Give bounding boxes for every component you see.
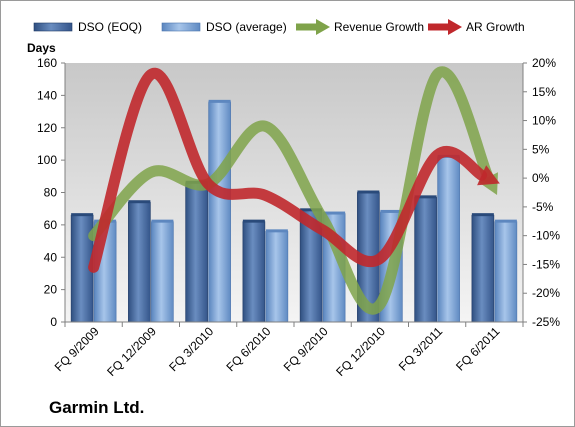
bar-dso-eoq	[242, 221, 266, 323]
y-tick-label: 20	[44, 283, 58, 297]
legend-label: Revenue Growth	[334, 20, 424, 34]
x-tick-label: FQ 6/2011	[453, 324, 503, 374]
legend-arrow	[448, 19, 462, 35]
x-tick-label: FQ 6/2010	[224, 324, 274, 374]
bar-top	[242, 219, 265, 223]
x-tick-label: FQ 3/2011	[396, 324, 446, 374]
legend-label: AR Growth	[466, 20, 525, 34]
bar-dso-average	[208, 101, 231, 323]
line-ar-growth	[88, 67, 488, 273]
y2-tick-label: 15%	[532, 85, 556, 99]
lines	[88, 66, 500, 315]
legend-arrow	[316, 19, 330, 35]
y2-tick-label: 20%	[532, 56, 556, 70]
y2-tick-label: -15%	[532, 257, 560, 271]
bar-top	[151, 219, 174, 223]
arrowhead-ar-growth	[477, 165, 500, 186]
bar-dso-eoq	[128, 201, 151, 323]
y2-tick-label: 10%	[532, 114, 556, 128]
y-tick-label: 100	[37, 153, 57, 167]
bar-dso-average	[151, 221, 174, 323]
bar-dso-average	[494, 221, 518, 323]
x-tick-label: FQ 12/2010	[333, 324, 388, 379]
y2-tick-label: -10%	[532, 229, 560, 243]
y-tick-label: 0	[50, 315, 57, 329]
bar-dso-average	[265, 231, 289, 323]
legend-swatch	[33, 22, 73, 32]
bar-top	[265, 229, 288, 233]
x-tick-label: FQ 12/2009	[104, 324, 159, 379]
x-tick-label: FQ 9/2009	[52, 324, 102, 374]
y2-axis-ticks: -25% -20% -15% -10% -5% 0% 5% 10% 15% 20%	[522, 56, 560, 329]
line-revenue-growth	[88, 66, 494, 315]
legend-swatch	[161, 22, 201, 32]
legend-label: DSO (average)	[206, 20, 287, 34]
bar-top	[471, 213, 494, 217]
y2-tick-label: -5%	[532, 200, 554, 214]
x-axis-ticks: FQ 9/2009 FQ 12/2009 FQ 3/2010 FQ 6/2010 FQ …	[52, 321, 524, 379]
bar-top	[323, 211, 346, 215]
bar-top	[494, 219, 517, 223]
y2-tick-label: 0%	[532, 171, 550, 185]
bar-top	[71, 213, 94, 217]
y-tick-label: 160	[37, 56, 57, 70]
company-name: Garmin Ltd.	[49, 398, 145, 417]
bar-dso-eoq	[185, 182, 208, 323]
y-tick-label: 80	[44, 186, 58, 200]
x-tick-label: FQ 9/2010	[281, 324, 331, 374]
y-tick-label: 120	[37, 121, 57, 135]
bar-top	[208, 99, 231, 103]
legend: DSO (EOQ) DSO (average) Revenue Growth AR G…	[33, 19, 525, 35]
y-tick-label: 40	[44, 250, 58, 264]
bar-dso-eoq	[414, 197, 437, 323]
bar-top	[414, 195, 437, 199]
bar-top	[128, 200, 151, 204]
y2-tick-label: -20%	[532, 286, 560, 300]
y-axis-title: Days	[27, 41, 56, 55]
y-axis-ticks: 0 20 40 60 80 100 120 140 160	[37, 56, 66, 329]
bar-dso-average	[437, 156, 460, 323]
y-tick-label: 60	[44, 218, 58, 232]
bar-top	[300, 208, 323, 212]
bar-top	[357, 190, 380, 194]
y2-tick-label: -25%	[532, 315, 560, 329]
y-tick-label: 140	[37, 88, 57, 102]
bar-top	[380, 209, 403, 213]
legend-label: DSO (EOQ)	[78, 20, 142, 34]
bar-dso-eoq	[471, 214, 495, 323]
y2-tick-label: 5%	[532, 142, 550, 156]
x-tick-label: FQ 3/2010	[166, 324, 216, 374]
